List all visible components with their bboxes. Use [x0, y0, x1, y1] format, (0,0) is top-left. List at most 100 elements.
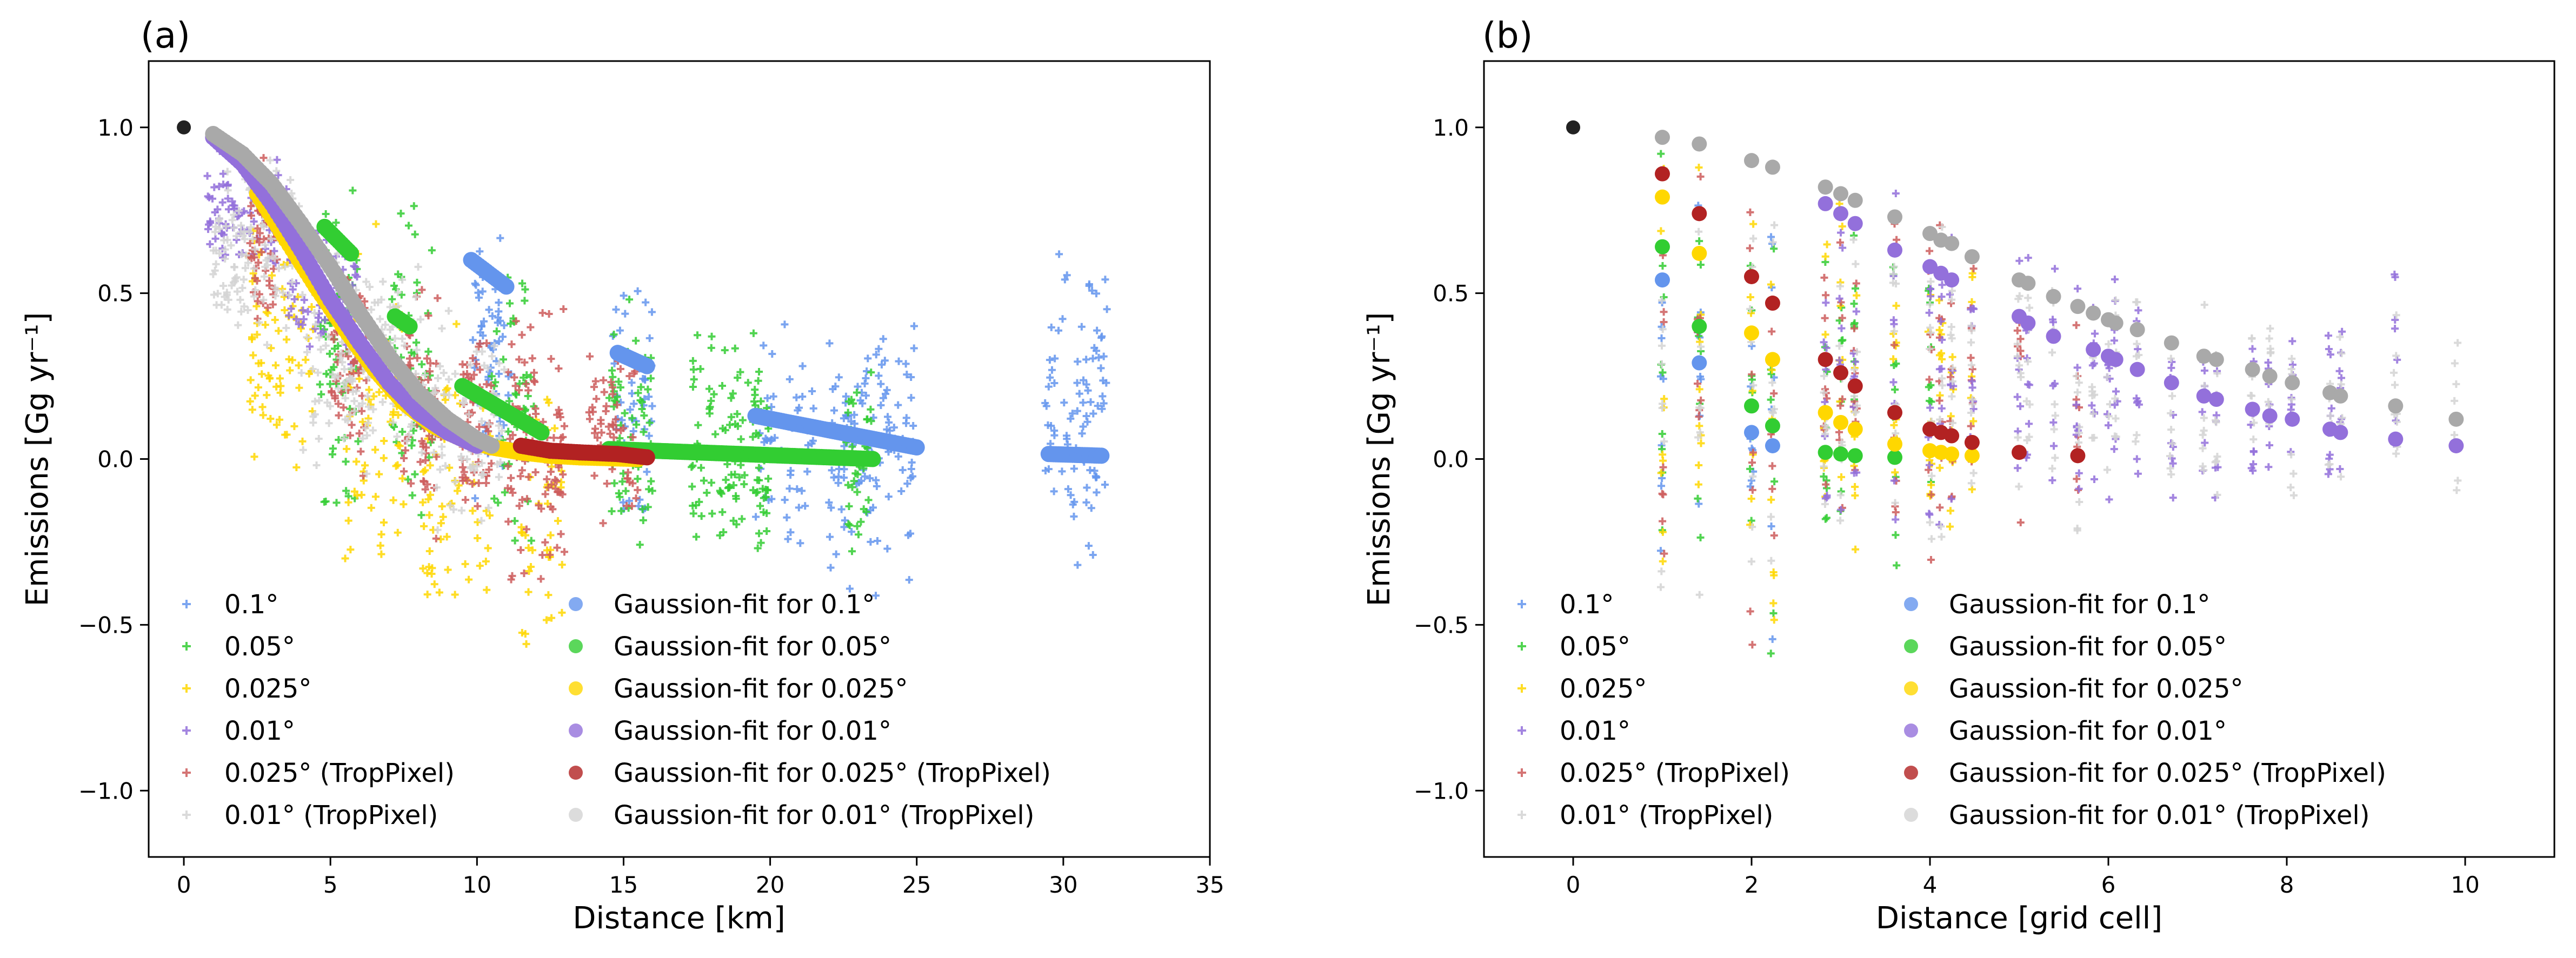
raw-data-point [2024, 254, 2032, 262]
raw-data-point [232, 273, 241, 282]
raw-data-point [1936, 464, 1944, 472]
raw-data-point [490, 342, 498, 350]
raw-data-point [430, 448, 438, 457]
raw-data-point [546, 551, 554, 559]
raw-data-point [523, 495, 531, 503]
raw-data-point [1083, 418, 1091, 426]
raw-data-point [1694, 433, 1702, 441]
raw-data-point [1100, 352, 1108, 360]
raw-data-point [898, 466, 907, 474]
raw-data-point [618, 478, 627, 486]
raw-data-point [1696, 428, 1704, 437]
raw-data-point [1822, 514, 1831, 522]
raw-data-point [853, 388, 861, 397]
raw-data-point [2013, 326, 2021, 334]
raw-data-point [268, 271, 276, 279]
raw-data-point [2337, 380, 2345, 388]
raw-data-point [493, 460, 501, 468]
raw-data-point [463, 370, 471, 378]
raw-data-point [457, 506, 465, 514]
fit-point [1847, 421, 1863, 437]
raw-data-point [206, 240, 214, 248]
raw-data-point [2326, 412, 2334, 420]
raw-data-point [517, 523, 525, 531]
raw-data-point [2091, 330, 2099, 338]
raw-data-point [796, 539, 804, 547]
raw-data-point [1694, 379, 1702, 387]
raw-data-point [1075, 390, 1083, 398]
raw-data-point [725, 484, 733, 492]
raw-data-point [2105, 412, 2113, 420]
legend-marker-circle [569, 681, 583, 695]
raw-data-point [271, 292, 279, 300]
raw-data-point [1821, 398, 1829, 406]
raw-data-point [1064, 485, 1072, 493]
raw-data-point [688, 483, 696, 491]
raw-data-point [708, 510, 716, 518]
raw-data-point [2289, 470, 2298, 478]
raw-data-point [331, 394, 339, 403]
raw-data-point [1069, 500, 1077, 508]
raw-data-point [248, 406, 256, 414]
raw-data-point [2392, 352, 2400, 360]
raw-data-point [529, 546, 537, 554]
raw-data-point [348, 364, 356, 372]
raw-data-point [531, 468, 540, 477]
raw-data-point [2015, 483, 2023, 491]
raw-data-point [342, 487, 350, 495]
x-tick-label: 10 [463, 872, 491, 898]
raw-data-point [480, 361, 488, 370]
raw-data-point [267, 235, 275, 243]
raw-data-point [1926, 247, 1934, 255]
raw-data-point [314, 369, 322, 377]
raw-data-point [350, 358, 358, 366]
raw-data-point [1657, 583, 1665, 591]
raw-data-point [388, 295, 396, 303]
raw-data-point [2265, 441, 2273, 450]
raw-data-point [2133, 340, 2141, 348]
raw-data-point [424, 347, 432, 356]
raw-data-point [1890, 421, 1898, 429]
raw-data-point [2391, 381, 2399, 389]
raw-data-point [2287, 484, 2295, 492]
raw-data-point [317, 330, 325, 338]
raw-data-point [441, 396, 449, 404]
fit-point [1744, 153, 1759, 169]
raw-data-point [1769, 238, 1777, 246]
raw-data-point [697, 464, 705, 472]
raw-data-point [350, 397, 358, 405]
legend-marker-circle [569, 766, 583, 780]
raw-data-point [553, 477, 561, 485]
raw-data-point [1102, 379, 1110, 387]
raw-data-point [498, 427, 506, 435]
raw-data-point [2072, 372, 2080, 380]
raw-data-point [1926, 404, 1934, 412]
raw-data-point [786, 485, 794, 493]
raw-data-point [2325, 332, 2333, 340]
raw-data-point [720, 528, 728, 536]
raw-data-point [1697, 375, 1705, 383]
raw-data-point [1890, 327, 1898, 335]
raw-data-point [521, 358, 529, 366]
raw-data-point [637, 383, 645, 391]
raw-data-point [1073, 379, 1081, 387]
fit-point [1655, 130, 1670, 145]
raw-data-point [1089, 410, 1097, 418]
fit-point [864, 451, 881, 467]
raw-data-point [2015, 257, 2023, 265]
raw-data-point [1658, 567, 1666, 575]
raw-data-point [1082, 380, 1090, 388]
fit-point [1765, 296, 1780, 311]
raw-data-point [1948, 419, 1956, 427]
y-tick-label: 1.0 [1433, 115, 1469, 141]
fit-point [2129, 361, 2145, 377]
raw-data-point [477, 323, 485, 331]
raw-data-point [484, 427, 492, 436]
raw-data-point [1747, 495, 1755, 503]
raw-data-point [309, 365, 317, 373]
raw-data-point [328, 387, 336, 395]
x-tick-label: 20 [756, 872, 784, 898]
raw-data-point [590, 383, 598, 391]
raw-data-point [840, 465, 848, 473]
raw-data-point [2133, 455, 2141, 463]
